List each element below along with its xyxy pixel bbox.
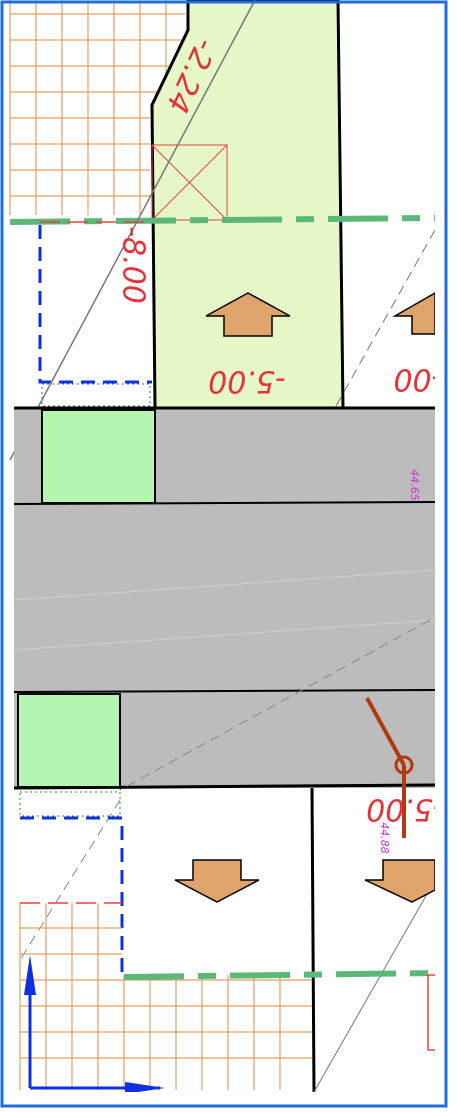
flow-arrow: [395, 293, 435, 334]
ucs-x-arrow: [125, 1082, 165, 1094]
paving-grid-bottom: [20, 903, 312, 1090]
green-strip: [42, 410, 155, 503]
elevation-label: -00: [394, 362, 443, 397]
green-strip: [18, 694, 120, 787]
diagonal-dashed: [20, 800, 120, 960]
cad-viewport: -2.24 -8.00 -5.00 -00 44.65 -5.00 44.88: [0, 0, 461, 1112]
diagonal-line: [314, 880, 435, 1092]
shrub-hatch: [42, 384, 150, 406]
elevation-label: -8.00: [116, 226, 151, 304]
shrub-hatch: [20, 792, 120, 816]
plot-edge: [312, 788, 314, 1092]
spot-elevation: 44.65: [408, 469, 421, 501]
spot-elevation: 44.88: [378, 822, 391, 854]
elevation-label: -5.00: [208, 364, 286, 399]
elevation-label: -5.00: [366, 792, 444, 827]
flow-arrow: [365, 860, 435, 902]
flow-arrow: [175, 860, 259, 902]
property-line: [20, 818, 122, 975]
marker-box: [428, 975, 435, 1050]
ucs-y-arrow: [24, 955, 36, 995]
plan-drawing: -2.24 -8.00 -5.00 -00 44.65 -5.00 44.88: [10, 0, 444, 1094]
boundary-line: [124, 973, 435, 977]
